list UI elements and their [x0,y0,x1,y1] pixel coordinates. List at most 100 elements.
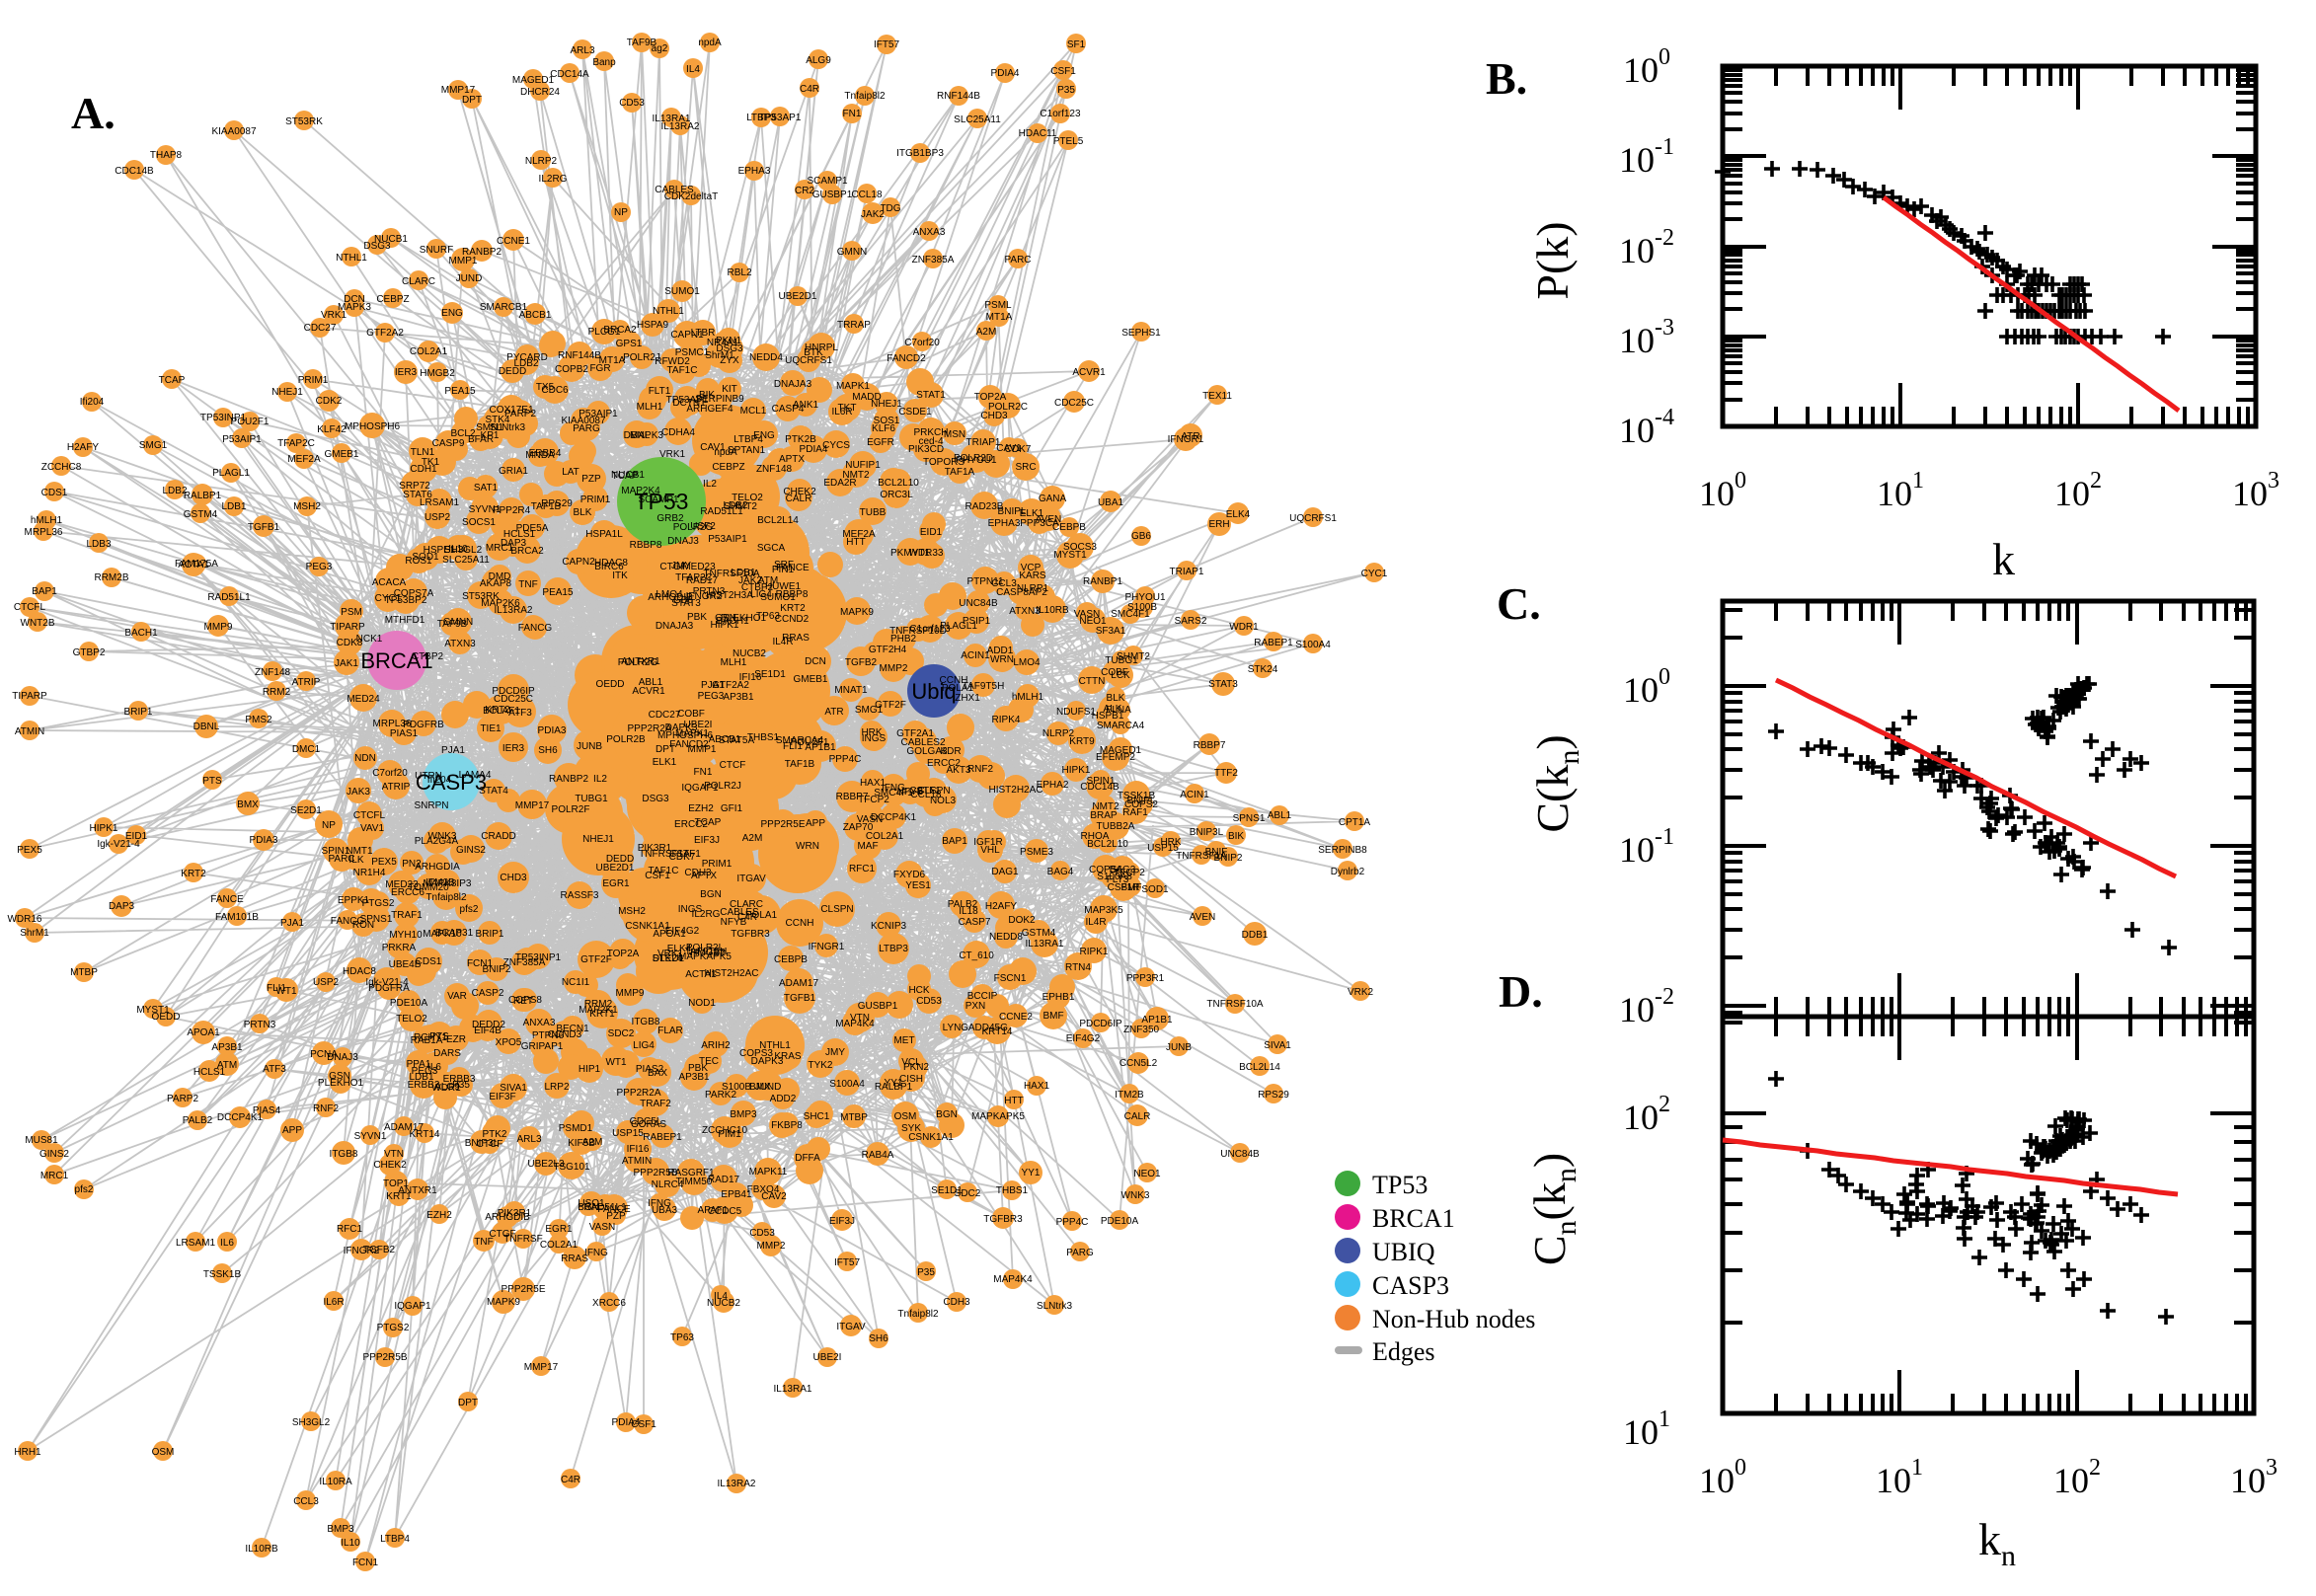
svg-text:BCL2L10: BCL2L10 [878,478,919,489]
svg-text:ZCCHC10: ZCCHC10 [702,1125,748,1136]
svg-text:PEA15: PEA15 [542,587,574,598]
svg-text:KIT: KIT [722,384,737,395]
svg-text:AP3B1: AP3B1 [723,692,754,703]
svg-text:TFCP2: TFCP2 [1114,868,1145,878]
svg-text:PSMD1: PSMD1 [559,1123,593,1134]
svg-text:BGN: BGN [578,1202,599,1213]
svg-text:TEX11: TEX11 [1202,391,1232,402]
svg-text:TGFB2: TGFB2 [363,1245,396,1255]
svg-text:TNF: TNF [518,579,537,590]
svg-text:WNT2B: WNT2B [21,618,55,629]
svg-text:SLNtrk3: SLNtrk3 [1037,1301,1073,1312]
svg-text:ZYX: ZYX [720,355,739,366]
svg-text:ATXN3: ATXN3 [1009,606,1041,617]
svg-text:SUMO1: SUMO1 [664,286,700,297]
svg-text:CLARC: CLARC [402,276,435,287]
svg-text:AP3B1: AP3B1 [211,1042,243,1053]
svg-text:PDGFRB: PDGFRB [403,720,444,730]
svg-text:GTBP2: GTBP2 [73,647,106,658]
svg-text:ITK: ITK [612,570,628,581]
svg-text:PRKRA: PRKRA [382,943,417,953]
svg-text:NR4A1: NR4A1 [707,338,739,348]
svg-text:MEF2A: MEF2A [842,529,876,540]
svg-text:NP: NP [614,207,628,218]
svg-text:MAPKAPK5: MAPKAPK5 [971,1111,1025,1122]
svg-text:BRCA1: BRCA1 [1372,1204,1455,1233]
svg-text:PXN: PXN [965,1001,986,1012]
svg-text:CCNE2: CCNE2 [999,1012,1033,1023]
svg-text:WDR1: WDR1 [1229,622,1259,633]
svg-text:ZHX1: ZHX1 [955,693,980,704]
svg-text:KDR: KDR [940,746,961,757]
svg-text:EIF4G2: EIF4G2 [665,926,700,937]
svg-text:SARS2: SARS2 [1175,616,1207,627]
svg-text:RTN4: RTN4 [1065,962,1091,973]
svg-text:BNIF: BNIF [1205,847,1228,858]
svg-text:ATMIN: ATMIN [15,726,44,737]
svg-text:IL10: IL10 [341,1538,360,1549]
svg-text:BRCA2: BRCA2 [603,325,637,336]
svg-text:HIST2H2AC: HIST2H2AC [988,785,1042,796]
svg-text:TIPARP: TIPARP [12,691,47,702]
svg-text:CLSPN: CLSPN [820,904,853,915]
svg-text:TAF9B: TAF9B [437,619,468,630]
svg-text:USP15: USP15 [612,1128,644,1139]
svg-text:ACIN1: ACIN1 [961,650,990,661]
svg-text:ARHGDIB: ARHGDIB [485,1212,530,1223]
svg-text:EFEMP2: EFEMP2 [1096,752,1135,763]
svg-text:CDC27: CDC27 [649,710,681,721]
svg-text:NMT2: NMT2 [842,470,870,481]
svg-text:GRIPAP1: GRIPAP1 [521,1041,564,1052]
svg-text:PSM: PSM [341,607,362,618]
svg-text:ATMIN: ATMIN [622,1156,652,1167]
svg-text:EZH2: EZH2 [426,1210,452,1221]
svg-text:ag2: ag2 [652,43,668,54]
svg-text:PALB2: PALB2 [183,1115,213,1126]
svg-text:GTF2F: GTF2F [875,700,906,711]
svg-text:RRM2: RRM2 [263,687,291,698]
svg-text:GSTM4: GSTM4 [184,509,218,520]
svg-text:DMD: DMD [489,571,511,582]
svg-text:PDIA4: PDIA4 [991,68,1020,79]
svg-text:CRADD: CRADD [481,831,516,842]
svg-text:LDB3: LDB3 [86,539,111,550]
svg-text:Igk-V21-4: Igk-V21-4 [97,839,140,850]
svg-text:TAF1B: TAF1B [785,759,815,770]
svg-text:FAM101B: FAM101B [215,912,259,923]
svg-text:JMY: JMY [825,1047,845,1058]
svg-text:UBE2I: UBE2I [813,1352,842,1363]
svg-text:TGFBR3: TGFBR3 [731,929,770,940]
svg-text:KRT14: KRT14 [410,1129,440,1140]
svg-text:TOP2A: TOP2A [607,949,640,959]
svg-text:ACTA1: ACTA1 [685,969,717,980]
svg-text:SH6: SH6 [538,745,558,756]
svg-text:Tnfaip8l2: Tnfaip8l2 [897,1309,939,1320]
svg-text:HUWE1: HUWE1 [765,581,802,592]
svg-text:NEDD4: NEDD4 [749,352,783,363]
svg-text:CSNK1A1: CSNK1A1 [908,1132,954,1143]
svg-text:ERCC2: ERCC2 [674,819,708,830]
svg-text:ELK1: ELK1 [653,757,677,768]
svg-text:IL4: IL4 [714,1291,728,1302]
svg-text:TIPARP: TIPARP [330,622,365,633]
svg-text:BIK: BIK [1228,831,1244,842]
svg-text:Edges: Edges [1372,1337,1435,1366]
svg-text:MYST1: MYST1 [136,1005,170,1016]
svg-text:NEO1: NEO1 [1133,1169,1161,1179]
svg-text:JUNB: JUNB [1166,1042,1192,1053]
svg-text:BNIPL: BNIPL [1127,796,1156,806]
svg-text:MAPK9: MAPK9 [487,1297,520,1308]
svg-text:H2AFY: H2AFY [985,901,1018,912]
svg-text:CCN5L2: CCN5L2 [1119,1058,1158,1069]
svg-text:RABEP1: RABEP1 [1254,638,1293,648]
svg-text:S100A4: S100A4 [1295,640,1331,650]
svg-text:Ifi204: Ifi204 [80,397,105,408]
svg-text:WNK3: WNK3 [1121,1190,1150,1201]
svg-text:WDR16: WDR16 [7,914,41,925]
svg-text:RBBP7: RBBP7 [1194,740,1226,751]
svg-text:IL4R: IL4R [772,637,793,647]
svg-text:MT1A: MT1A [986,312,1013,323]
svg-text:IFNGR2: IFNGR2 [686,591,723,602]
svg-text:HSPA9: HSPA9 [637,320,668,331]
svg-text:MAPKAPK5: MAPKAPK5 [678,951,732,962]
